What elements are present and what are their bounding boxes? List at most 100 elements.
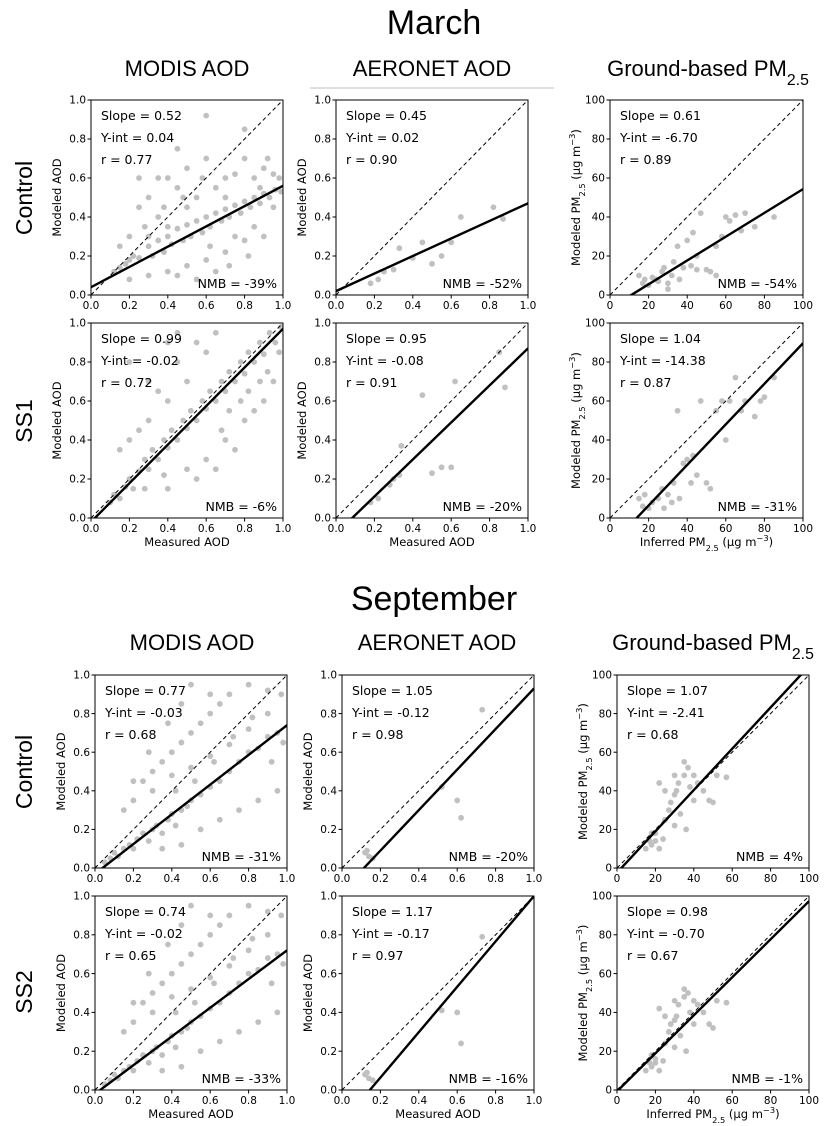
data-point xyxy=(264,155,271,162)
data-point xyxy=(665,1028,672,1035)
data-point xyxy=(197,720,204,727)
data-point xyxy=(257,200,263,207)
data-point xyxy=(145,417,152,424)
nmb-label: NMB = -33% xyxy=(202,1071,282,1086)
x-axis-label: Inferred PM2.5 (μg m−3) xyxy=(640,533,773,553)
data-point xyxy=(203,112,210,119)
data-point xyxy=(193,417,200,424)
r-label: r = 0.68 xyxy=(105,727,156,742)
data-point xyxy=(675,1001,682,1008)
x-tick-label: 0.0 xyxy=(83,300,100,312)
data-point xyxy=(222,175,229,181)
data-point xyxy=(710,799,716,806)
data-point xyxy=(136,427,142,434)
x-tick-label: 20 xyxy=(649,873,662,885)
data-point xyxy=(145,378,152,385)
data-point xyxy=(681,772,688,779)
data-point xyxy=(130,253,137,259)
data-point xyxy=(641,276,648,283)
y-intercept-label: Y-int = -0.02 xyxy=(100,353,179,368)
one-to-one-line xyxy=(342,896,534,1090)
one-to-one-line xyxy=(91,100,283,295)
y-tick-label: 0.4 xyxy=(73,786,90,798)
y-intercept-label: Y-int = 0.02 xyxy=(345,130,419,145)
data-point xyxy=(390,266,397,273)
y-tick-label: 0.0 xyxy=(320,863,337,875)
data-point xyxy=(155,237,162,244)
data-point xyxy=(174,359,181,365)
y-tick-label: 0.2 xyxy=(320,1046,337,1058)
y-tick-label: 0.6 xyxy=(73,747,90,759)
x-tick-label: 20 xyxy=(649,1095,662,1107)
r-label: r = 0.65 xyxy=(105,948,156,963)
x-tick-label: 40 xyxy=(681,300,694,312)
data-point xyxy=(140,778,146,785)
panel-sep-control-pm: 00 20 20 40 40 60 60 80 80 100 100 Slope = 1.07 Y-in… xyxy=(574,670,819,885)
data-point xyxy=(264,908,271,915)
nmb-label: NMB = -54% xyxy=(718,276,798,291)
x-tick-label: 100 xyxy=(799,1095,819,1107)
data-point xyxy=(161,204,167,211)
data-point xyxy=(136,255,142,261)
data-point xyxy=(274,787,281,794)
nmb-label: NMB = -31% xyxy=(202,849,282,864)
x-tick-label: 0.2 xyxy=(125,873,142,885)
data-point xyxy=(642,1067,649,1074)
x-tick-label: 0.4 xyxy=(404,300,421,312)
data-point xyxy=(761,394,768,400)
axes-frame xyxy=(609,322,804,519)
data-point xyxy=(396,245,403,252)
data-point xyxy=(126,233,133,240)
data-point xyxy=(713,997,720,1004)
nmb-label: NMB = -20% xyxy=(449,849,529,864)
data-point xyxy=(197,826,204,833)
data-point xyxy=(438,464,445,471)
y-tick-label: 0.8 xyxy=(314,134,331,146)
x-tick-label: 0.8 xyxy=(236,523,253,535)
data-point xyxy=(101,859,108,866)
r-label: r = 0.68 xyxy=(627,727,678,742)
y-tick-label: 0.8 xyxy=(73,708,90,720)
data-point xyxy=(687,784,693,790)
data-point xyxy=(674,243,681,250)
data-point xyxy=(241,417,248,424)
data-point xyxy=(122,260,129,267)
data-point xyxy=(174,329,181,336)
data-point xyxy=(184,466,190,473)
data-point xyxy=(656,1005,663,1012)
data-point xyxy=(178,1063,185,1070)
data-point xyxy=(212,184,219,191)
data-point xyxy=(164,268,171,275)
points xyxy=(642,758,730,852)
y-tick-label: 0.2 xyxy=(69,474,86,486)
y-tick-label: 0.8 xyxy=(320,708,337,720)
data-point xyxy=(168,993,175,1000)
data-point xyxy=(230,733,237,740)
y-axis-label: Modeled AOD xyxy=(295,158,309,236)
slope-label: Slope = 0.74 xyxy=(105,904,186,919)
data-point xyxy=(222,194,229,201)
data-point xyxy=(681,758,688,765)
y-tick-label: 0.8 xyxy=(69,134,86,146)
data-point xyxy=(251,407,258,414)
x-tick-label: 0.2 xyxy=(372,1095,389,1107)
data-point xyxy=(174,225,181,232)
data-point xyxy=(652,1059,659,1066)
data-point xyxy=(232,202,238,209)
data-point xyxy=(257,184,263,191)
x-tick-label: 0.6 xyxy=(198,300,215,312)
y-tick-label: 40 xyxy=(599,1007,612,1019)
x-tick-label: 40 xyxy=(687,873,700,885)
axes-frame xyxy=(616,674,810,869)
data-point xyxy=(159,980,166,987)
data-point xyxy=(145,194,152,201)
r-label: r = 0.87 xyxy=(620,375,671,390)
column-title-modis-march: MODIS AOD xyxy=(125,56,250,81)
x-tick-label: 0.8 xyxy=(236,300,253,312)
data-point xyxy=(161,472,167,478)
data-point xyxy=(458,1040,464,1047)
data-point xyxy=(188,681,194,688)
data-point xyxy=(174,272,181,279)
data-point xyxy=(178,739,185,746)
data-point xyxy=(274,1009,281,1016)
